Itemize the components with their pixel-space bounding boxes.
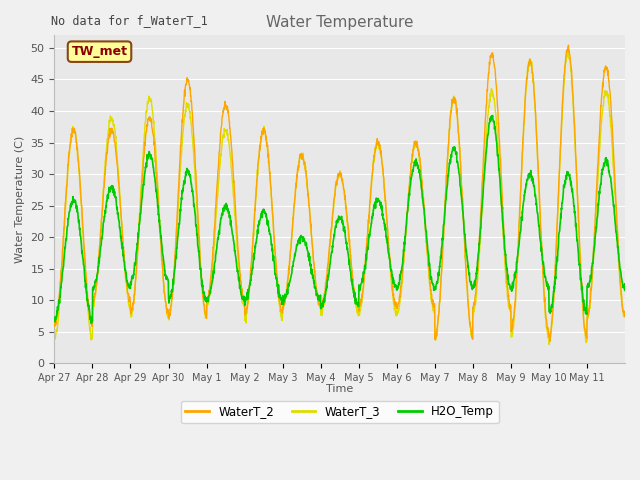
Legend: WaterT_2, WaterT_3, H2O_Temp: WaterT_2, WaterT_3, H2O_Temp <box>180 401 499 423</box>
Text: No data for f_WaterT_1: No data for f_WaterT_1 <box>51 14 208 27</box>
X-axis label: Time: Time <box>326 384 353 395</box>
Title: Water Temperature: Water Temperature <box>266 15 413 30</box>
Y-axis label: Water Temperature (C): Water Temperature (C) <box>15 136 25 263</box>
Text: TW_met: TW_met <box>72 45 127 58</box>
